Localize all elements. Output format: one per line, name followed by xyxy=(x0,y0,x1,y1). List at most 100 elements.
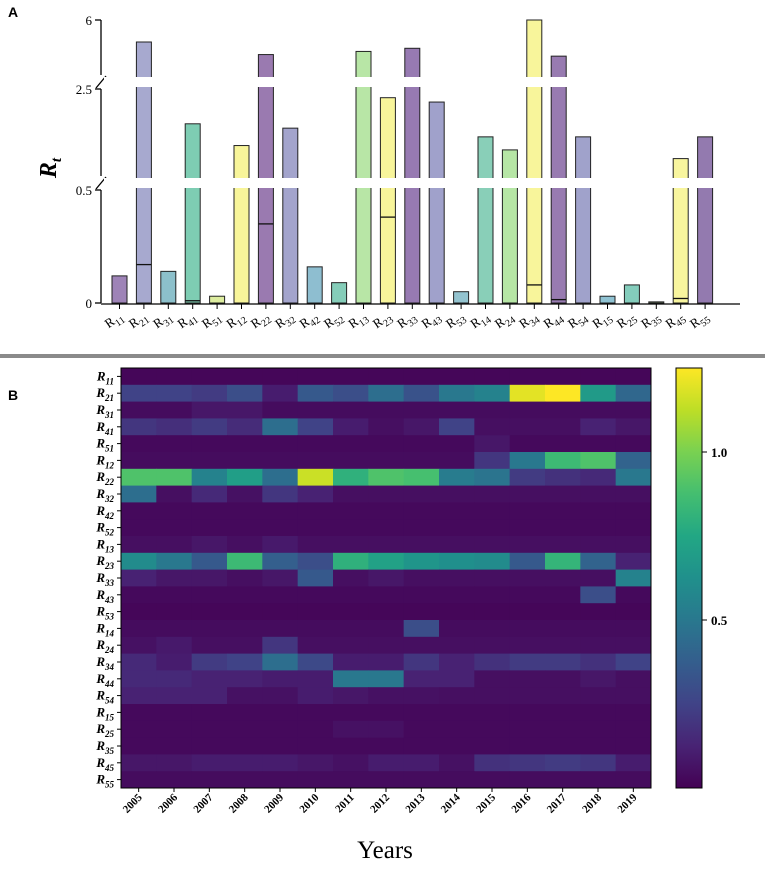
year-label: 2011 xyxy=(333,792,357,816)
heatmap-cell xyxy=(474,519,511,537)
heatmap-cell xyxy=(368,704,405,722)
heatmap-cell xyxy=(333,418,369,436)
heatmap-cell xyxy=(368,720,405,739)
heatmap-cell xyxy=(615,519,652,537)
heatmap-cell xyxy=(580,552,617,571)
heatmap-cell xyxy=(227,418,263,436)
heatmap-cell xyxy=(121,384,157,403)
heatmap-cell xyxy=(227,687,263,705)
heatmap-cell xyxy=(545,368,581,386)
x-tick-label: R55 xyxy=(687,308,713,334)
x-tick-label: R52 xyxy=(321,308,347,334)
heatmap-cell xyxy=(297,704,334,722)
heatmap-cell xyxy=(474,485,511,503)
heatmap-cell xyxy=(121,720,157,739)
heatmap-cell xyxy=(509,485,546,503)
heatmap-cell xyxy=(545,620,581,638)
heatmap-cell xyxy=(509,653,546,671)
heatmap-cell xyxy=(262,552,299,571)
heatmap-cell xyxy=(121,552,157,571)
heatmap-cell xyxy=(615,452,652,470)
heatmap-cell xyxy=(615,552,652,571)
heatmap-cell xyxy=(615,687,652,705)
heatmap-cell xyxy=(297,670,334,688)
heatmap-cell xyxy=(156,586,193,604)
heatmap-cell xyxy=(368,737,405,755)
heatmap-cell xyxy=(615,418,652,436)
heatmap-cell xyxy=(545,384,581,403)
heatmap-cell xyxy=(121,435,157,453)
heatmap-cell xyxy=(474,569,511,587)
x-tick-label: R12 xyxy=(223,308,249,334)
heatmap-cell xyxy=(156,720,193,739)
heatmap-cell xyxy=(156,552,193,571)
heatmap-cell xyxy=(474,737,511,755)
heatmap-cell xyxy=(545,636,581,655)
heatmap-cell xyxy=(474,586,511,604)
heatmap-cell xyxy=(262,536,299,554)
heatmap-cell xyxy=(439,737,475,755)
heatmap-cell xyxy=(156,704,193,722)
heatmap-cell xyxy=(474,552,511,571)
bar-R32 xyxy=(282,127,299,304)
colorbar xyxy=(675,367,703,789)
heatmap-cell xyxy=(545,452,581,470)
heatmap-cell xyxy=(227,384,263,403)
heatmap-cell xyxy=(121,485,157,503)
heatmap-cell xyxy=(368,468,405,487)
x-tick-label: R15 xyxy=(589,308,615,334)
heatmap-cell xyxy=(615,653,652,671)
heatmap-cell xyxy=(368,401,405,419)
heatmap-cell xyxy=(368,569,405,587)
heatmap-cell xyxy=(615,771,652,789)
heatmap-cell xyxy=(121,620,157,638)
heatmap-cell xyxy=(580,384,617,403)
year-label: 2009 xyxy=(262,791,286,815)
bar-R23 xyxy=(379,97,396,304)
bar-R24 xyxy=(501,149,518,304)
heatmap-cell xyxy=(333,771,369,789)
heatmap-cell xyxy=(156,536,193,554)
heatmap-cell xyxy=(227,620,263,638)
heatmap-cell xyxy=(297,569,334,587)
heatmap-cell xyxy=(509,720,546,739)
x-tick-label: R53 xyxy=(443,308,469,334)
heatmap-cell xyxy=(403,401,440,419)
heatmap-cell xyxy=(545,435,581,453)
heatmap-cell xyxy=(615,737,652,755)
heatmap-cell xyxy=(227,552,263,571)
heatmap-cell xyxy=(545,552,581,571)
heatmap-cell xyxy=(191,687,228,705)
heatmap-cell xyxy=(297,452,334,470)
axis-break-gap xyxy=(104,77,744,87)
heatmap-cell xyxy=(368,771,405,789)
heatmap-cell xyxy=(580,368,617,386)
heatmap-cell xyxy=(368,670,405,688)
bar-R34 xyxy=(526,19,543,304)
x-tick-label: R43 xyxy=(419,308,445,334)
heatmap-cell xyxy=(509,670,546,688)
heatmap-cell xyxy=(297,435,334,453)
heatmap-cell xyxy=(121,704,157,722)
heatmap-cell xyxy=(297,368,334,386)
year-label: 2013 xyxy=(403,791,427,815)
heatmap-cell xyxy=(580,435,617,453)
heatmap-cell xyxy=(156,737,193,755)
heatmap-cell xyxy=(262,418,299,436)
year-label: 2015 xyxy=(474,791,498,815)
heatmap-cell xyxy=(368,435,405,453)
heatmap-cell xyxy=(191,519,228,537)
heatmap-cell xyxy=(403,435,440,453)
heatmap-cell xyxy=(156,435,193,453)
heatmap-cell xyxy=(121,603,157,621)
heatmap-cell xyxy=(297,720,334,739)
heatmap-cell xyxy=(191,468,228,487)
bar-R12 xyxy=(233,145,250,304)
heatmap-cell xyxy=(227,485,263,503)
heatmap-cell xyxy=(615,670,652,688)
heatmap-cell xyxy=(545,536,581,554)
heatmap-cell xyxy=(439,536,475,554)
heatmap-cell xyxy=(368,653,405,671)
heatmap-cell xyxy=(121,536,157,554)
heatmap-cell xyxy=(297,586,334,604)
